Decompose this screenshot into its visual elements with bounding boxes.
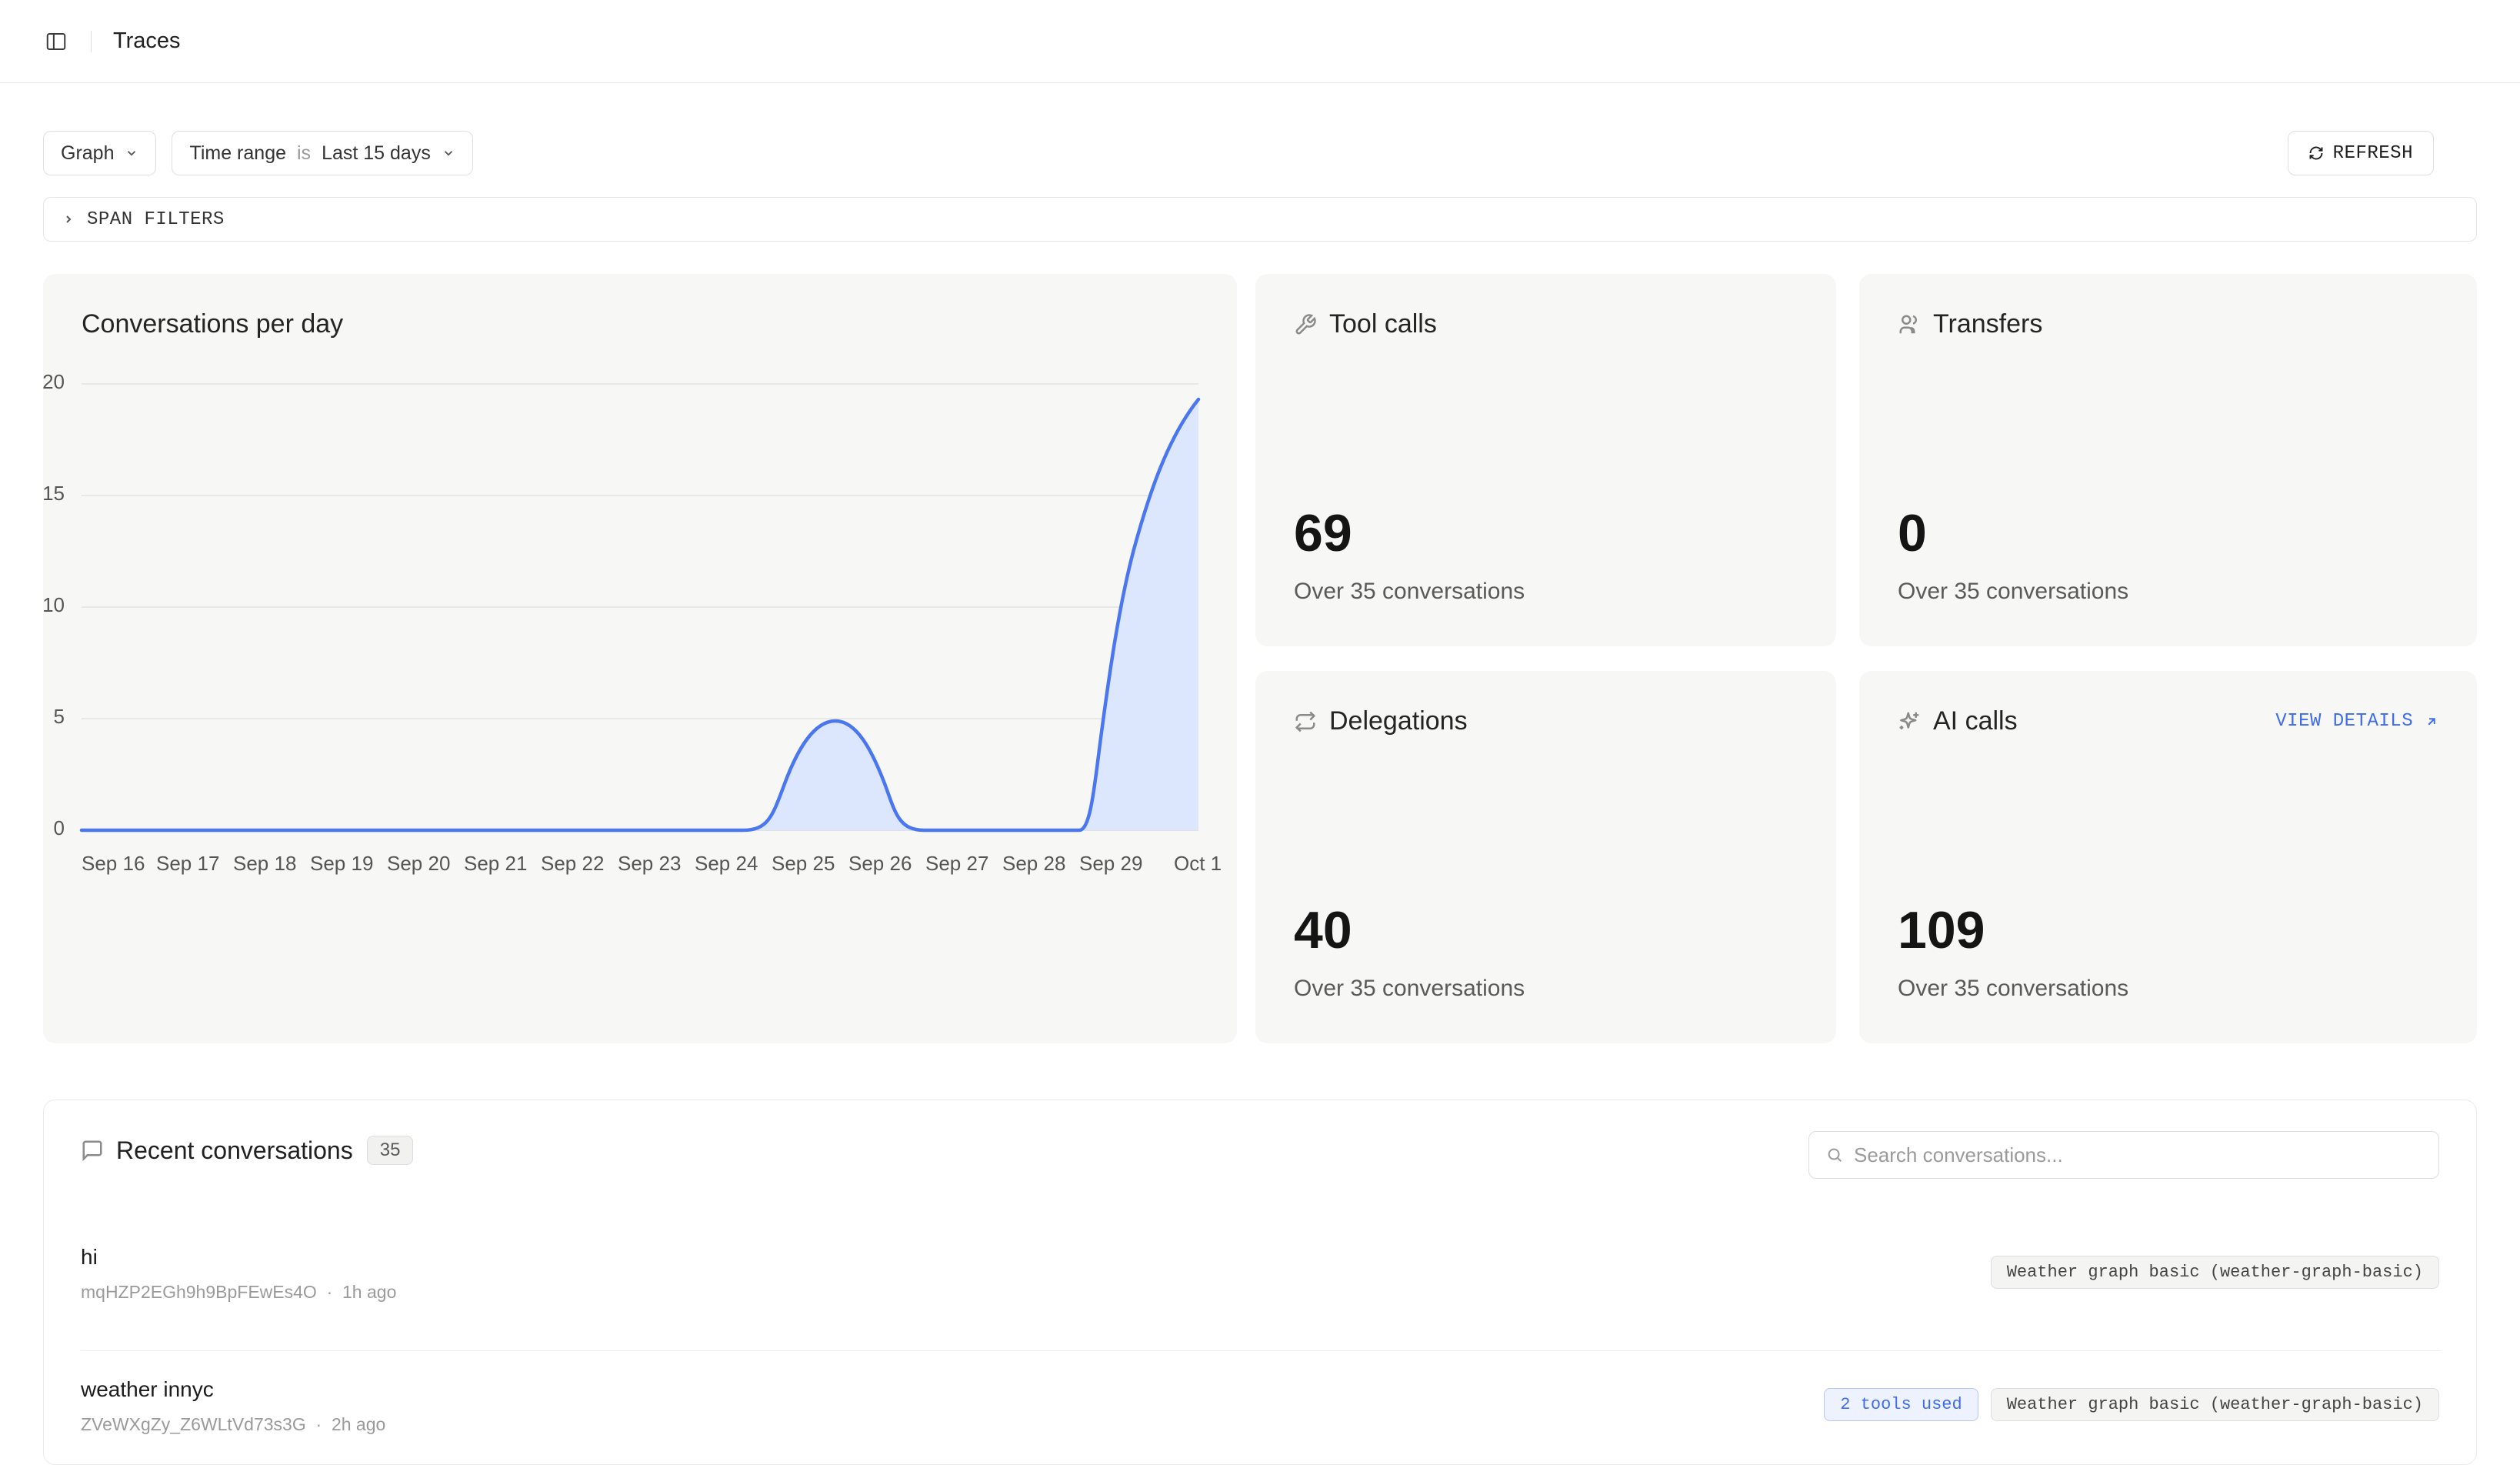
svg-text:Sep 27: Sep 27 [925,852,988,875]
svg-text:5: 5 [54,705,65,728]
svg-text:Sep 16: Sep 16 [82,852,145,875]
svg-text:0: 0 [54,816,65,839]
svg-text:Sep 25: Sep 25 [772,852,835,875]
svg-text:Sep 26: Sep 26 [848,852,912,875]
svg-text:10: 10 [42,593,65,616]
svg-text:Sep 24: Sep 24 [695,852,758,875]
svg-text:Sep 18: Sep 18 [233,852,296,875]
svg-text:Sep 22: Sep 22 [541,852,604,875]
svg-text:Sep 28: Sep 28 [1002,852,1065,875]
svg-text:Sep 29: Sep 29 [1079,852,1142,875]
svg-text:15: 15 [42,482,65,505]
svg-text:Sep 21: Sep 21 [464,852,527,875]
svg-text:Oct 1: Oct 1 [1174,852,1222,875]
svg-text:Sep 19: Sep 19 [310,852,373,875]
svg-text:Sep 23: Sep 23 [618,852,681,875]
svg-text:Sep 20: Sep 20 [387,852,450,875]
svg-text:20: 20 [42,370,65,393]
svg-text:Sep 17: Sep 17 [156,852,219,875]
